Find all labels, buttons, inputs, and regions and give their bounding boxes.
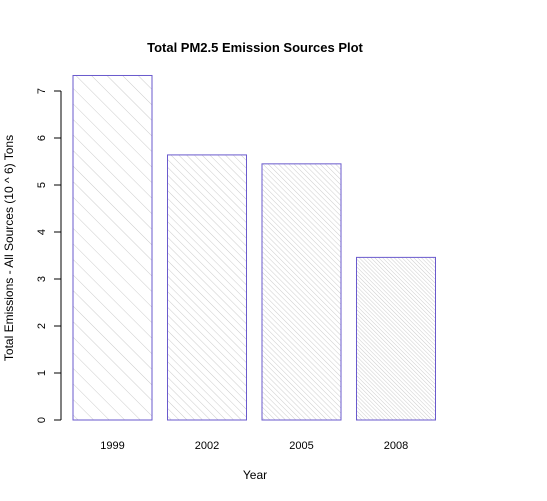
x-tick-label: 1999 xyxy=(100,440,124,452)
y-tick-label: 0 xyxy=(36,417,48,423)
bar-2008 xyxy=(356,256,436,421)
y-tick-label: 7 xyxy=(36,88,48,94)
bar-2002 xyxy=(167,154,247,421)
x-tick-label: 2005 xyxy=(289,440,313,452)
y-axis: 0 1 2 3 4 5 6 7 xyxy=(36,88,62,423)
x-tick-label: 2008 xyxy=(384,440,408,452)
chart-title: Total PM2.5 Emission Sources Plot xyxy=(147,40,363,55)
bar-1999 xyxy=(72,74,153,421)
x-tick-labels: 1999 2002 2005 2008 xyxy=(100,440,408,452)
y-tick-label: 6 xyxy=(36,135,48,141)
y-tick-label: 4 xyxy=(36,229,48,235)
x-tick-label: 2002 xyxy=(195,440,219,452)
bars xyxy=(72,74,436,421)
y-tick-label: 5 xyxy=(36,182,48,188)
y-tick-label: 1 xyxy=(36,370,48,376)
y-axis-label: Total Emissions - All Sources (10 ^ 6) T… xyxy=(2,135,16,361)
bar-2005 xyxy=(261,163,342,421)
y-ticks: 0 1 2 3 4 5 6 7 xyxy=(36,88,61,423)
y-tick-label: 2 xyxy=(36,323,48,329)
x-axis-label: Year xyxy=(243,468,267,482)
y-tick-label: 3 xyxy=(36,276,48,282)
